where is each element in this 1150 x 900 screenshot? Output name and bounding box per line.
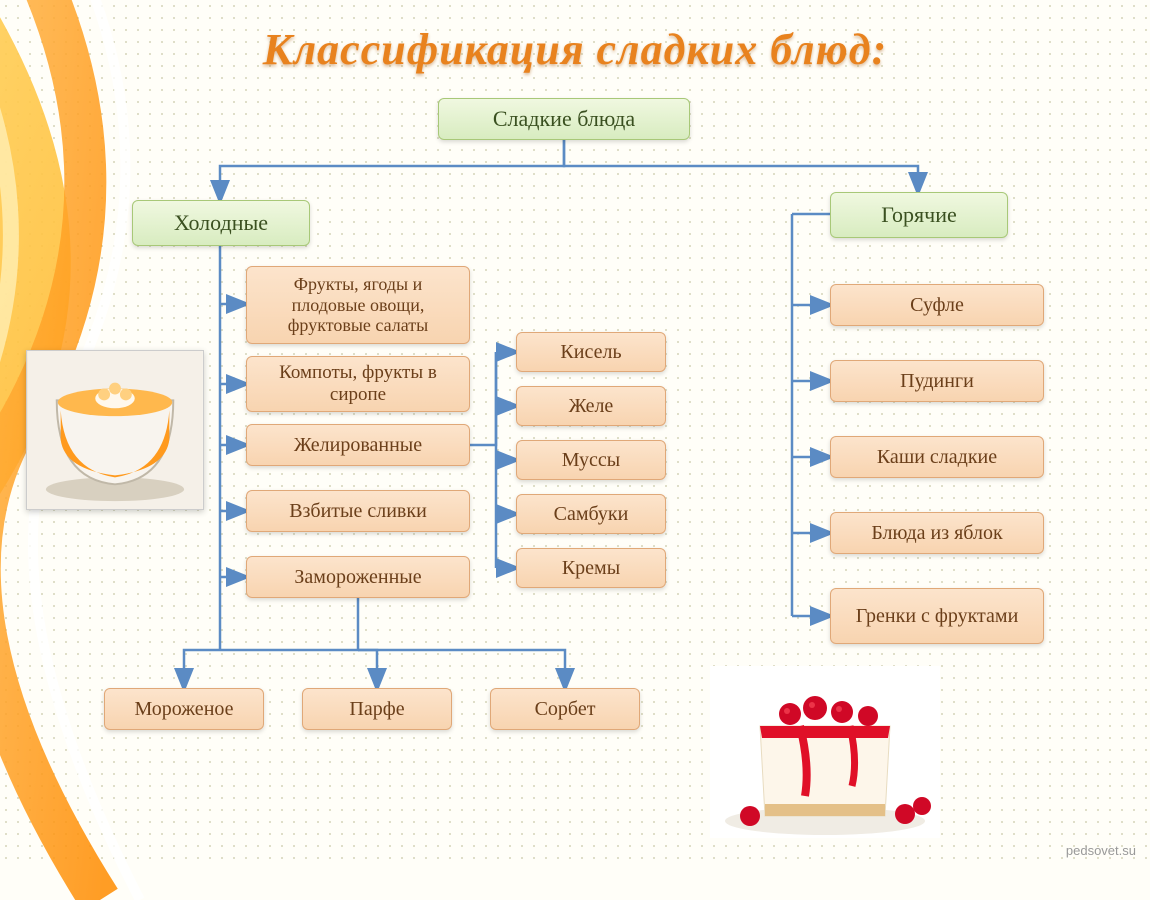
node-gel5: Кремы <box>516 548 666 588</box>
node-frz3: Сорбет <box>490 688 640 730</box>
node-root: Сладкие блюда <box>438 98 690 140</box>
node-frz1: Мороженое <box>104 688 264 730</box>
node-frz2: Парфе <box>302 688 452 730</box>
node-hot1: Суфле <box>830 284 1044 326</box>
node-hot3: Каши сладкие <box>830 436 1044 478</box>
node-cold3: Желированные <box>246 424 470 466</box>
node-cold1: Фрукты, ягоды и плодовые овощи, фруктовы… <box>246 266 470 344</box>
footer-credit: pedsovet.su <box>1066 843 1136 858</box>
node-hot: Горячие <box>830 192 1008 238</box>
node-hot2: Пудинги <box>830 360 1044 402</box>
node-cold5: Замороженные <box>246 556 470 598</box>
page-title: Классификация сладких блюд: <box>0 24 1150 75</box>
dessert-image-bottom <box>710 666 940 838</box>
node-hot4: Блюда из яблок <box>830 512 1044 554</box>
node-gel4: Самбуки <box>516 494 666 534</box>
node-cold4: Взбитые сливки <box>246 490 470 532</box>
dessert-image-top <box>26 350 204 510</box>
node-gel3: Муссы <box>516 440 666 480</box>
node-cold2: Компоты, фрукты в сиропе <box>246 356 470 412</box>
node-hot5: Гренки с фруктами <box>830 588 1044 644</box>
node-gel2: Желе <box>516 386 666 426</box>
node-cold: Холодные <box>132 200 310 246</box>
node-gel1: Кисель <box>516 332 666 372</box>
